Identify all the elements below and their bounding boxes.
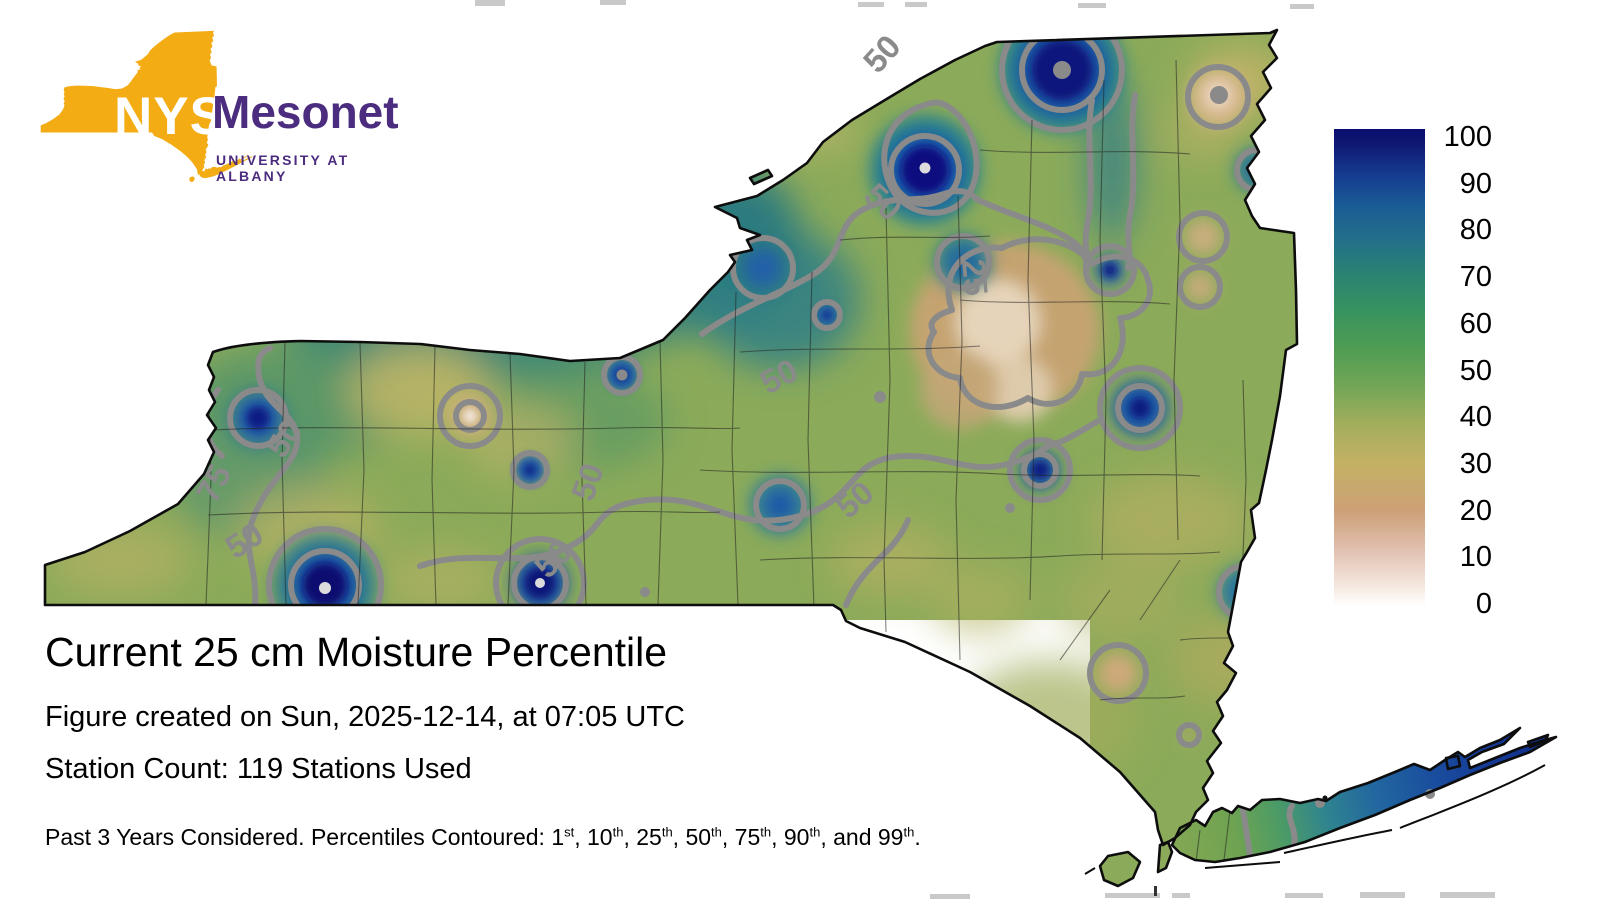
ordinal-suffix: th: [760, 824, 772, 840]
edge-artifact: [1285, 893, 1323, 898]
figure-created-line: Figure created on Sun, 2025-12-14, at 07…: [45, 701, 685, 733]
page-title: Current 25 cm Moisture Percentile: [45, 629, 668, 675]
colorbar-tick: 60: [1459, 307, 1492, 340]
colorbar-tick: 0: [1475, 588, 1492, 620]
edge-artifact: [930, 894, 970, 899]
edge-artifact: [858, 2, 884, 7]
edge-artifact: [1360, 892, 1405, 898]
edge-artifact: [600, 0, 626, 5]
contour-white-dots: [319, 162, 931, 594]
logo-university-text: UNIVERSITY AT ALBANY: [216, 152, 350, 184]
ordinal-suffix: th: [661, 824, 673, 840]
colorbar-tick: 50: [1459, 354, 1492, 387]
edge-artifact: [1290, 4, 1314, 9]
ordinal-suffix: th: [809, 824, 821, 840]
ordinal-suffix: th: [711, 824, 722, 840]
logo-nys-text: NYS: [114, 87, 226, 146]
edge-artifact: [1440, 892, 1495, 898]
ordinal-suffix: th: [612, 824, 624, 840]
map-marker-dot: [1322, 795, 1328, 801]
contour-center-dots: [616, 61, 1228, 597]
county-borders-li: [1195, 809, 1231, 862]
colorbar: [1334, 129, 1425, 606]
colorbar-tick: 100: [1443, 121, 1492, 153]
edge-artifact: [1172, 893, 1190, 898]
colorbar-tick: 10: [1459, 541, 1492, 574]
ordinal-suffix: th: [903, 824, 915, 840]
edge-artifact: [475, 0, 505, 6]
colorbar-tick: 70: [1459, 261, 1492, 294]
ordinal-suffix: st: [564, 824, 575, 840]
station-count-line: Station Count: 119 Stations Used: [45, 753, 472, 785]
edge-artifact: [1078, 3, 1106, 8]
percentiles-footnote: Past 3 Years Considered. Percentiles Con…: [45, 824, 921, 850]
edge-artifact: [1154, 886, 1157, 896]
colorbar-tick-labels: 100 90 80 70 60 50 40 30 20 10 0: [1430, 123, 1492, 623]
contour-label: 25: [955, 257, 995, 297]
contour-label: 50: [856, 28, 908, 80]
logo-mesonet-text: Mesonet: [212, 86, 399, 138]
colorbar-tick: 80: [1459, 214, 1492, 247]
edge-artifact: [1105, 893, 1160, 898]
nys-mesonet-logo: NYS Mesonet UNIVERSITY AT ALBANY: [40, 26, 420, 191]
colorbar-tick: 20: [1459, 494, 1492, 527]
colorbar-tick: 40: [1459, 401, 1492, 434]
colorbar-tick: 90: [1459, 167, 1492, 200]
barrier-islands: [1084, 764, 1546, 875]
colorbar-tick: 30: [1459, 447, 1492, 480]
edge-artifact: [905, 2, 927, 7]
